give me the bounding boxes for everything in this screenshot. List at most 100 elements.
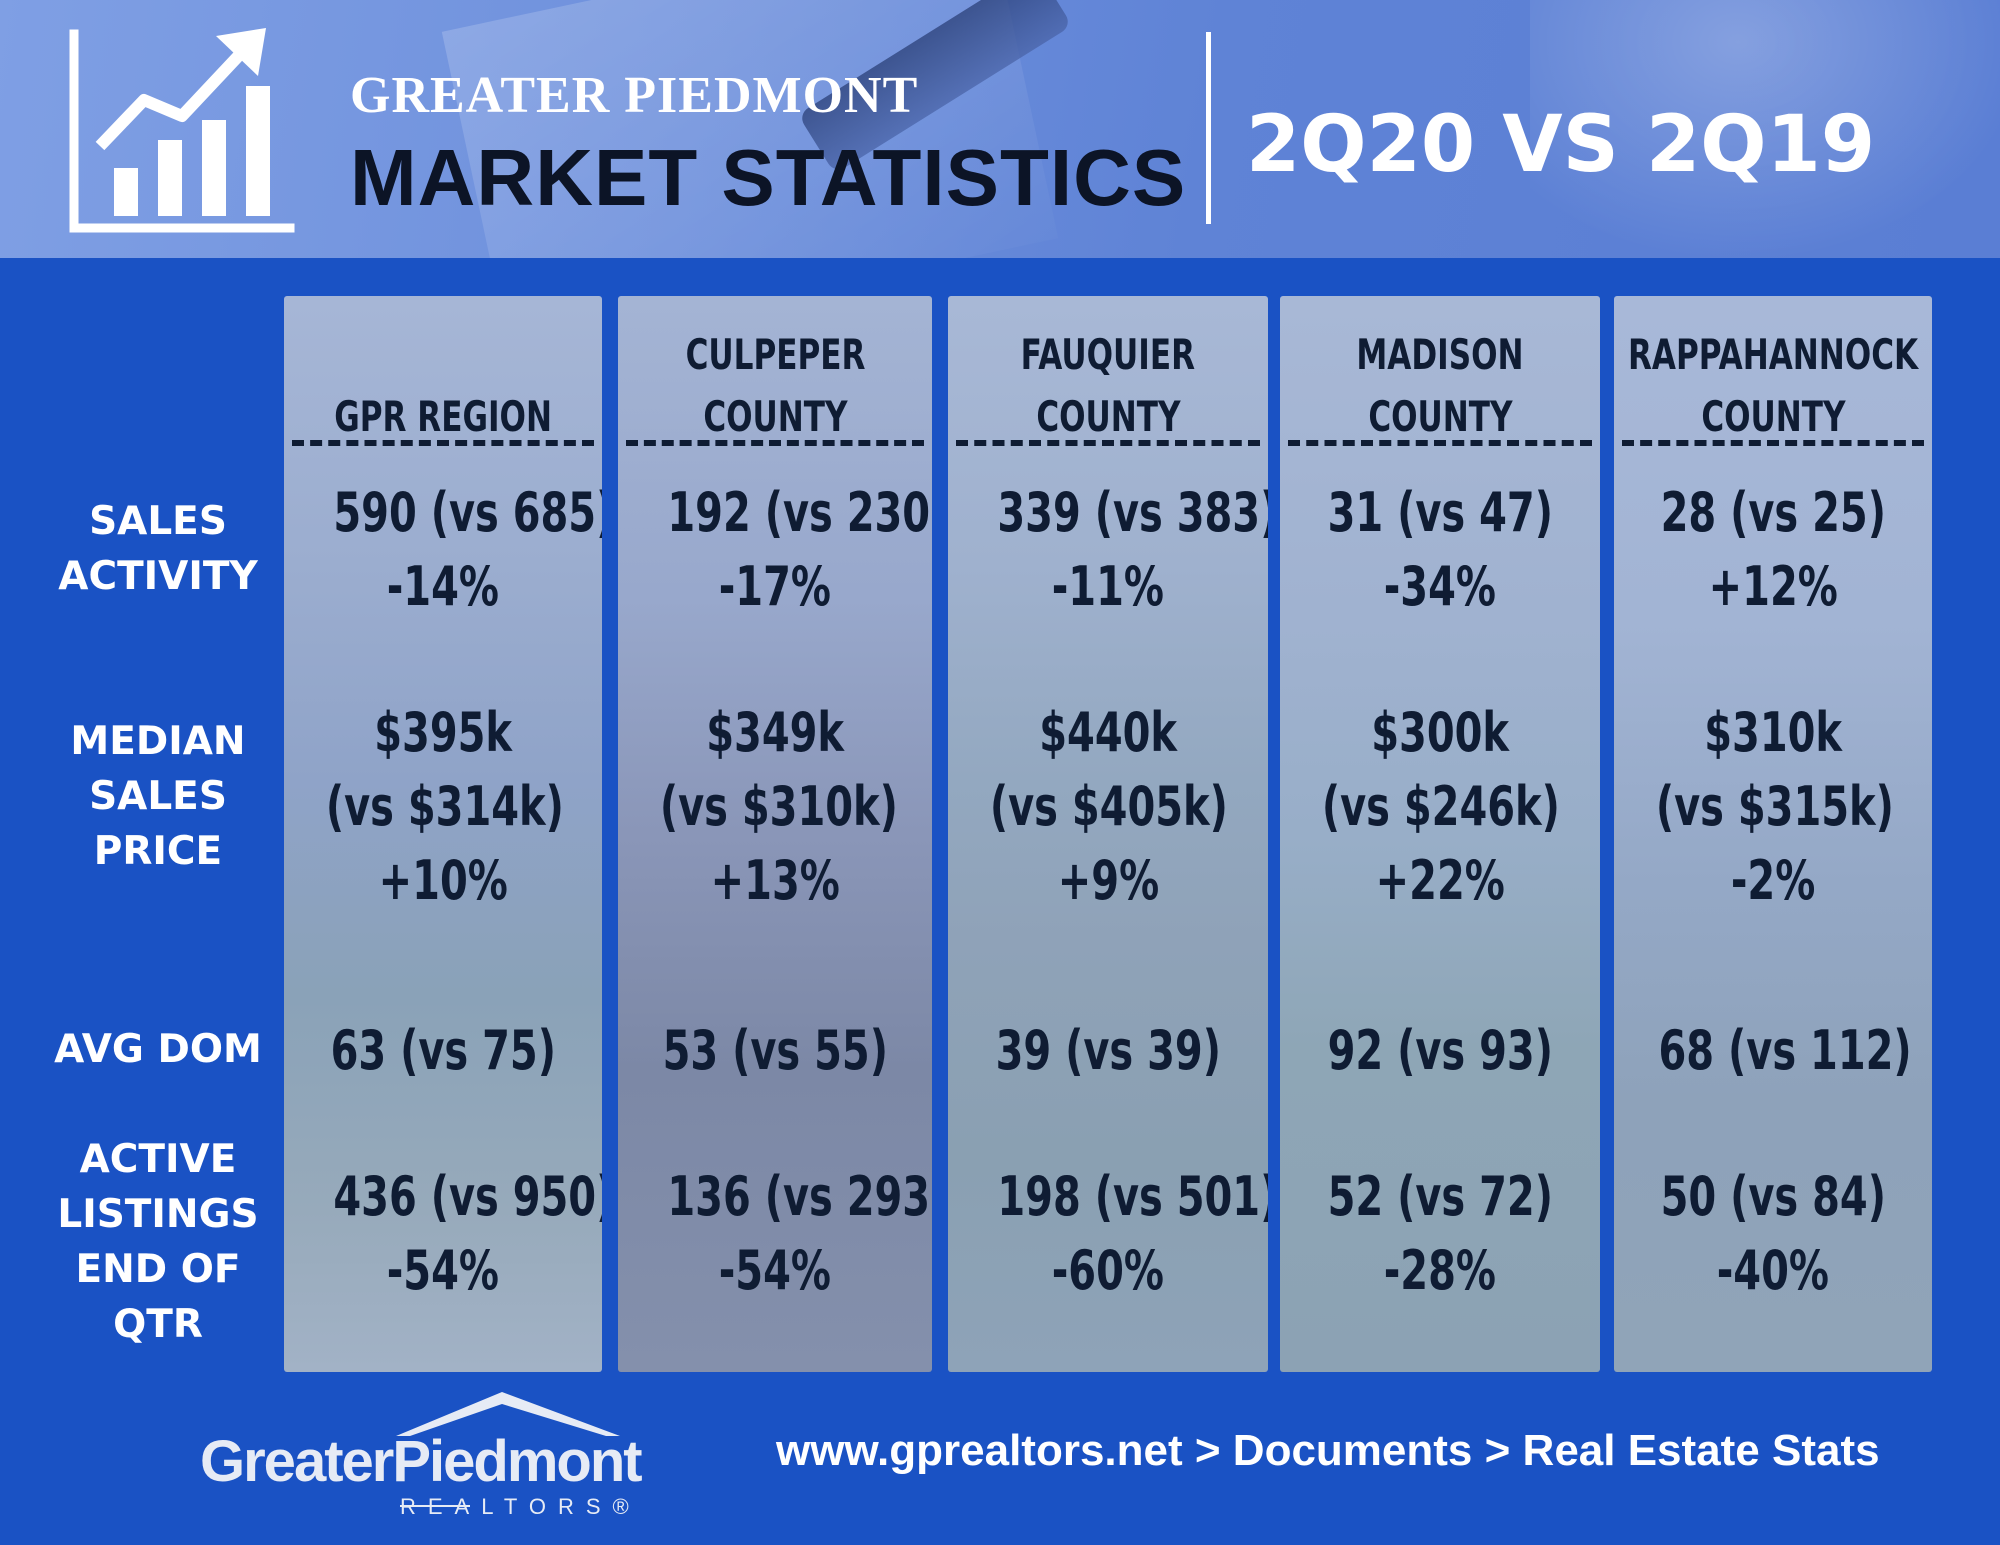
column-dashed-separator — [292, 440, 594, 446]
column-header: FAUQUIER COUNTY — [948, 296, 1268, 448]
sales-count: 590 (vs 685) — [284, 476, 602, 550]
bar-chart-growth-icon — [69, 28, 295, 233]
sales-count: 192 (vs 230) — [618, 476, 932, 550]
row-label-median-sales-price: MEDIAN SALES PRICE — [20, 714, 296, 879]
active-listings-change: -60% — [948, 1234, 1268, 1308]
column-culpeper-county: CULPEPER COUNTY 192 (vs 230) -17% $349k … — [618, 296, 932, 1372]
value-text: 198 (vs 501) — [997, 1165, 1268, 1228]
median-price-change: +9% — [948, 844, 1268, 918]
row-label-line: QTR — [113, 1302, 203, 1347]
row-label-line: PRICE — [93, 829, 223, 874]
avg-dom-value: 39 (vs 39) — [948, 1014, 1268, 1088]
active-listings-count: 198 (vs 501) — [948, 1160, 1268, 1234]
column-header-line: CULPEPER — [685, 330, 865, 379]
value-text: 436 (vs 950) — [333, 1165, 602, 1228]
row-label-line: SALES — [89, 499, 227, 544]
column-dashed-separator — [626, 440, 924, 446]
value-text: 39 (vs 39) — [995, 1019, 1221, 1082]
value-text: +9% — [1057, 849, 1159, 912]
footer-website-path[interactable]: www.gprealtors.net > Documents > Real Es… — [776, 1426, 1880, 1475]
row-label-line: MEDIAN — [70, 719, 246, 764]
value-text: 52 (vs 72) — [1327, 1165, 1553, 1228]
row-label-line: ACTIVE — [79, 1137, 237, 1182]
column-dashed-separator — [1288, 440, 1592, 446]
row-label-line: ACTIVITY — [58, 554, 258, 599]
avg-dom-value: 63 (vs 75) — [284, 1014, 602, 1088]
title-market-statistics: MARKET STATISTICS — [350, 133, 1187, 222]
value-text: -28% — [1383, 1239, 1497, 1302]
value-text: 590 (vs 685) — [333, 481, 602, 544]
value-text: 50 (vs 84) — [1660, 1165, 1886, 1228]
median-price-change: -2% — [1614, 844, 1932, 918]
column-header-line: COUNTY — [1367, 392, 1513, 441]
active-listings-change: -40% — [1614, 1234, 1932, 1308]
column-photo-background — [1280, 296, 1600, 1372]
value-text: 53 (vs 55) — [662, 1019, 888, 1082]
column-header-line: RAPPAHANNOCK — [1627, 330, 1919, 379]
sales-change: +12% — [1614, 550, 1932, 624]
column-dashed-separator — [956, 440, 1260, 446]
value-text: +10% — [378, 849, 508, 912]
column-gpr-region: GPR REGION 590 (vs 685) -14% $395k (vs $… — [284, 296, 602, 1372]
house-roof-icon — [396, 1392, 620, 1507]
column-header: GPR REGION — [284, 296, 602, 448]
value-text: -40% — [1716, 1239, 1830, 1302]
column-photo-background — [948, 296, 1268, 1372]
value-text: 31 (vs 47) — [1327, 481, 1553, 544]
value-text: 192 (vs 230) — [667, 481, 932, 544]
value-text: -17% — [718, 555, 832, 618]
column-header-line: FAUQUIER — [1020, 330, 1196, 379]
column-header: CULPEPER COUNTY — [618, 296, 932, 448]
row-label-line: SALES — [89, 774, 227, 819]
header-divider — [1206, 32, 1211, 224]
value-text: 92 (vs 93) — [1327, 1019, 1553, 1082]
sales-change: -17% — [618, 550, 932, 624]
value-text: (vs $315k) — [1655, 775, 1894, 838]
column-header: MADISON COUNTY — [1280, 296, 1600, 448]
value-text: 68 (vs 112) — [1658, 1019, 1912, 1082]
row-label-line: LISTINGS — [57, 1192, 259, 1237]
column-dashed-separator — [1622, 440, 1924, 446]
column-madison-county: MADISON COUNTY 31 (vs 47) -34% $300k (vs… — [1280, 296, 1600, 1372]
value-text: +12% — [1708, 555, 1838, 618]
value-text: -14% — [386, 555, 500, 618]
column-header-line: GPR REGION — [334, 392, 552, 441]
active-listings-count: 50 (vs 84) — [1614, 1160, 1932, 1234]
median-price-change: +13% — [618, 844, 932, 918]
footer-brand-subtitle: REALTORS® — [400, 1494, 641, 1519]
median-price-prior: (vs $314k) — [284, 770, 602, 844]
header-banner: GREATER PIEDMONT MARKET STATISTICS 2Q20 … — [0, 0, 2000, 258]
avg-dom-value: 92 (vs 93) — [1280, 1014, 1600, 1088]
column-fauquier-county: FAUQUIER COUNTY 339 (vs 383) -11% $440k … — [948, 296, 1268, 1372]
value-text: (vs $246k) — [1321, 775, 1560, 838]
value-text: 136 (vs 293) — [667, 1165, 932, 1228]
active-listings-change: -54% — [618, 1234, 932, 1308]
median-price: $300k — [1280, 696, 1600, 770]
column-photo-background — [1614, 296, 1932, 1372]
column-header-line: COUNTY — [702, 392, 848, 441]
sales-change: -34% — [1280, 550, 1600, 624]
median-price-change: +10% — [284, 844, 602, 918]
avg-dom-value: 68 (vs 112) — [1614, 1014, 1932, 1088]
median-price: $440k — [948, 696, 1268, 770]
value-text: -60% — [1051, 1239, 1165, 1302]
value-text: -2% — [1730, 849, 1816, 912]
value-text: +22% — [1375, 849, 1505, 912]
median-price-prior: (vs $310k) — [618, 770, 932, 844]
value-text: $440k — [1039, 701, 1177, 764]
median-price: $349k — [618, 696, 932, 770]
value-text: (vs $310k) — [659, 775, 898, 838]
median-price-prior: (vs $405k) — [948, 770, 1268, 844]
value-text: (vs $405k) — [989, 775, 1228, 838]
median-price-prior: (vs $315k) — [1614, 770, 1932, 844]
title-greater-piedmont: GREATER PIEDMONT — [350, 67, 919, 124]
value-text: $310k — [1704, 701, 1842, 764]
column-header-line: COUNTY — [1700, 392, 1846, 441]
sales-change: -14% — [284, 550, 602, 624]
column-header: RAPPAHANNOCK COUNTY — [1614, 296, 1932, 448]
value-text: 339 (vs 383) — [997, 481, 1268, 544]
column-photo-background — [618, 296, 932, 1372]
avg-dom-value: 53 (vs 55) — [618, 1014, 932, 1088]
row-label-active-listings: ACTIVE LISTINGS END OF QTR — [20, 1132, 296, 1352]
column-photo-background — [284, 296, 602, 1372]
